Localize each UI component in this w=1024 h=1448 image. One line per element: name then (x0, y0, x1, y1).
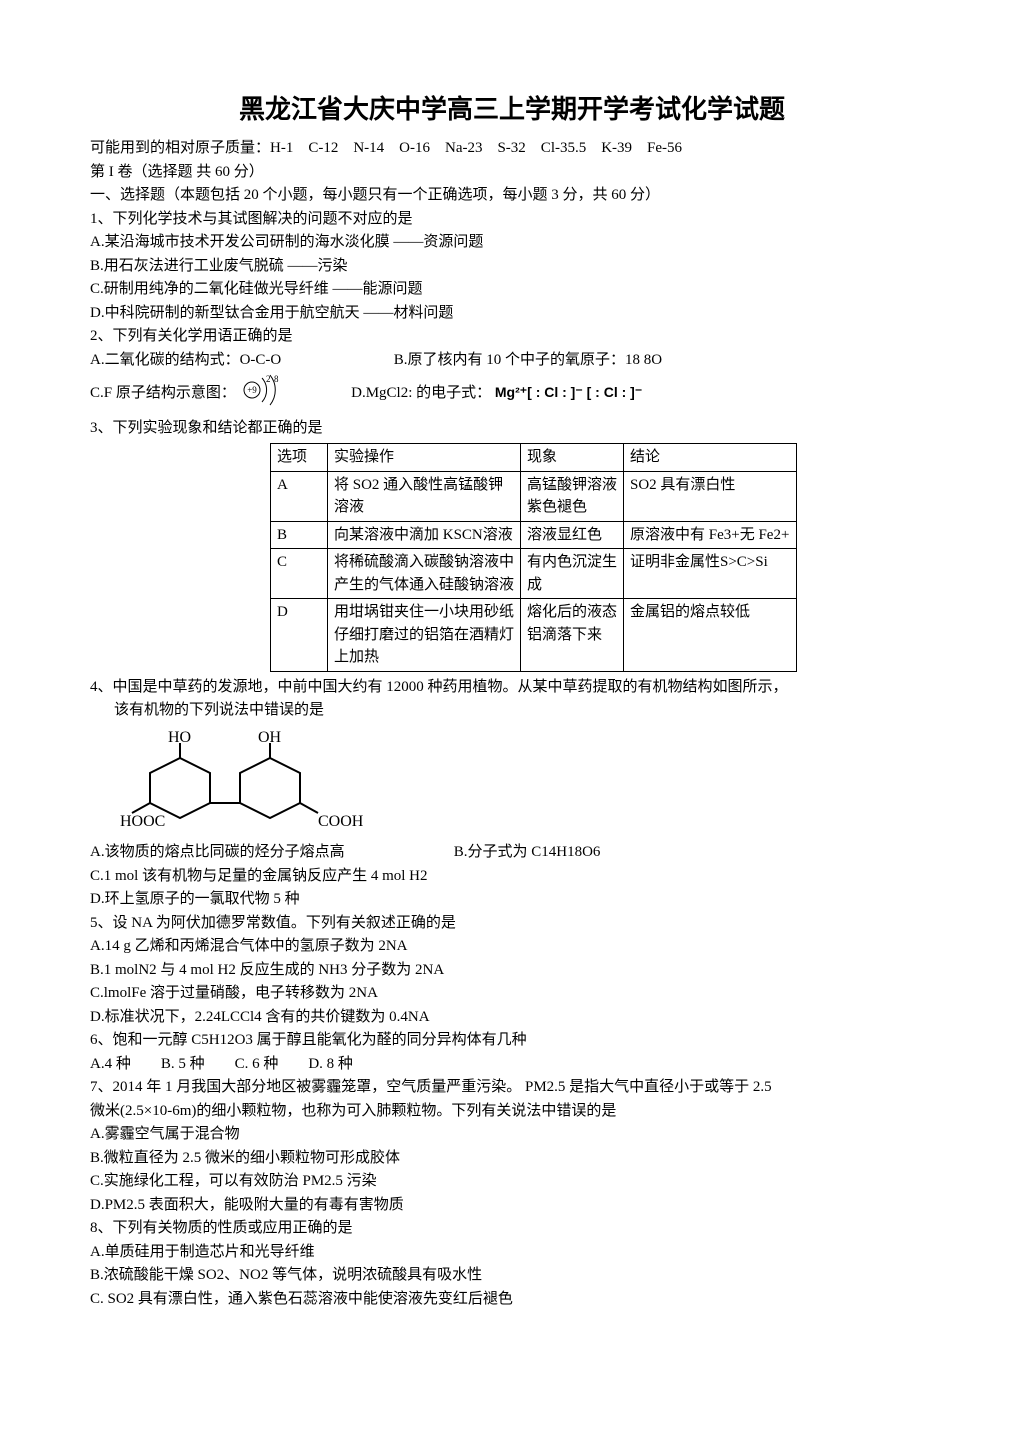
q3-table-cell: 用坩埚钳夹住一小块用砂纸仔细打磨过的铝箔在酒精灯上加热 (328, 599, 521, 672)
q5-opt-a: A.14 g 乙烯和丙烯混合气体中的氢原子数为 2NA (90, 935, 934, 958)
q8-opt-a: A.单质硅用于制造芯片和光导纤维 (90, 1241, 934, 1264)
q3-table-cell: 将稀硫酸滴入碳酸钠溶液中产生的气体通入硅酸钠溶液 (328, 549, 521, 599)
svg-text:2: 2 (266, 374, 271, 384)
q3-table-cell: SO2 具有漂白性 (624, 471, 797, 521)
q7-opt-a: A.雾霾空气属于混合物 (90, 1123, 934, 1146)
q1-opt-a: A.某沿海城市技术开发公司研制的海水淡化膜 ——资源问题 (90, 231, 934, 254)
q7-opt-d: D.PM2.5 表面积大，能吸附大量的有毒有害物质 (90, 1194, 934, 1217)
q3-table-cell: 金属铝的熔点较低 (624, 599, 797, 672)
q4-stem-2: 该有机物的下列说法中错误的是 (90, 699, 934, 722)
q1-opt-b: B.用石灰法进行工业废气脱硫 ——污染 (90, 255, 934, 278)
q2-opt-d: D.MgCl2: 的电子式： (351, 385, 491, 401)
q3-table-cell: 熔化后的液态铝滴落下来 (521, 599, 624, 672)
q7-stem-2: 微米(2.5×10-6m)的细小颗粒物，也称为可入肺颗粒物。下列有关说法中错误的… (90, 1100, 934, 1123)
q5-opt-c: C.lmolFe 溶于过量硝酸，电子转移数为 2NA (90, 982, 934, 1005)
q7-opt-b: B.微粒直径为 2.5 微米的细小颗粒物可形成胶体 (90, 1147, 934, 1170)
q4-opt-d: D.环上氢原子的一氯取代物 5 种 (90, 888, 934, 911)
q5-stem: 5、设 NA 为阿伏加德罗常数值。下列有关叙述正确的是 (90, 912, 934, 935)
q4-stem-1: 4、中国是中草药的发源地，中前中国大约有 12000 种药用植物。从某中草药提取… (90, 676, 934, 699)
svg-text:COOH: COOH (318, 813, 364, 828)
q3-table-cell: 有内色沉淀生成 (521, 549, 624, 599)
q1-opt-d: D.中科院研制的新型钛合金用于航空航天 ——材料问题 (90, 302, 934, 325)
q3-table-cell: 原溶液中有 Fe3+无 Fe2+ (624, 521, 797, 549)
exam-title: 黑龙江省大庆中学高三上学期开学考试化学试题 (90, 90, 934, 129)
svg-text:OH: OH (258, 729, 282, 746)
svg-text:HOOC: HOOC (120, 813, 165, 828)
q8-opt-c: C. SO2 具有漂白性，通入紫色石蕊溶液中能使溶液先变红后褪色 (90, 1288, 934, 1311)
svg-text:8: 8 (274, 374, 279, 384)
q3-table-cell: 溶液显红色 (521, 521, 624, 549)
q2-opt-a: A.二氧化碳的结构式：O-C-O (90, 349, 390, 372)
q2-d-formula: Mg²⁺[ : Cl : ]⁻ [ : Cl : ]⁻ (495, 384, 642, 400)
q3-table-header: 结论 (624, 444, 797, 472)
q8-stem: 8、下列有关物质的性质或应用正确的是 (90, 1217, 934, 1240)
q7-opt-c: C.实施绿化工程，可以有效防治 PM2.5 污染 (90, 1170, 934, 1193)
q3-table-header: 选项 (271, 444, 328, 472)
q3-stem: 3、下列实验现象和结论都正确的是 (90, 417, 934, 440)
q7-stem-1: 7、2014 年 1 月我国大部分地区被雾霾笼罩，空气质量严重污染。 PM2.5… (90, 1076, 934, 1099)
q3-table-header: 实验操作 (328, 444, 521, 472)
q3-table-cell: 将 SO2 通入酸性高锰酸钾溶液 (328, 471, 521, 521)
q4-opt-a: A.该物质的熔点比同碳的烃分子熔点高 (90, 841, 450, 864)
atom-structure-icon: +9 2 8 (240, 372, 284, 416)
q2-opt-b: B.原了核内有 10 个中子的氧原子：18 8O (394, 349, 662, 372)
q3-table-cell: 向某溶液中滴加 KSCN溶液 (328, 521, 521, 549)
q8-opt-b: B.浓硫酸能干燥 SO2、NO2 等气体，说明浓硫酸具有吸水性 (90, 1264, 934, 1287)
section-1-header: 第 I 卷（选择题 共 60 分） (90, 161, 934, 184)
section-1-instructions: 一、选择题（本题包括 20 个小题，每小题只有一个正确选项，每小题 3 分，共 … (90, 184, 934, 207)
q2-opt-c: C.F 原子结构示意图： (90, 385, 236, 401)
atomic-masses: 可能用到的相对原子质量：H-1 C-12 N-14 O-16 Na-23 S-3… (90, 137, 934, 160)
svg-text:+9: +9 (247, 385, 257, 395)
q3-table-cell: 高锰酸钾溶液紫色褪色 (521, 471, 624, 521)
q5-opt-d: D.标准状况下，2.24LCCl4 含有的共价键数为 0.4NA (90, 1006, 934, 1029)
q6-options: A.4 种 B. 5 种 C. 6 种 D. 8 种 (90, 1053, 934, 1076)
q3-table-cell: A (271, 471, 328, 521)
q4-opt-b: B.分子式为 C14H18O6 (454, 844, 601, 860)
q1-opt-c: C.研制用纯净的二氧化硅做光导纤维 ——能源问题 (90, 278, 934, 301)
q3-table-cell: B (271, 521, 328, 549)
q3-table-cell: D (271, 599, 328, 672)
svg-text:HO: HO (168, 729, 191, 746)
q3-table-cell: C (271, 549, 328, 599)
q3-table-header: 现象 (521, 444, 624, 472)
q3-table: 选项实验操作现象结论 A将 SO2 通入酸性高锰酸钾溶液高锰酸钾溶液紫色褪色SO2… (270, 443, 797, 672)
q1-stem: 1、下列化学技术与其试图解决的问题不对应的是 (90, 208, 934, 231)
q4-opt-c: C.1 mol 该有机物与足量的金属钠反应产生 4 mol H2 (90, 865, 934, 888)
molecule-structure-icon: HO OH HOOC COOH (120, 728, 934, 836)
q6-stem: 6、饱和一元醇 C5H12O3 属于醇且能氧化为醛的同分异构体有几种 (90, 1029, 934, 1052)
q2-stem: 2、下列有关化学用语正确的是 (90, 325, 934, 348)
q5-opt-b: B.1 molN2 与 4 mol H2 反应生成的 NH3 分子数为 2NA (90, 959, 934, 982)
q3-table-cell: 证明非金属性S>C>Si (624, 549, 797, 599)
